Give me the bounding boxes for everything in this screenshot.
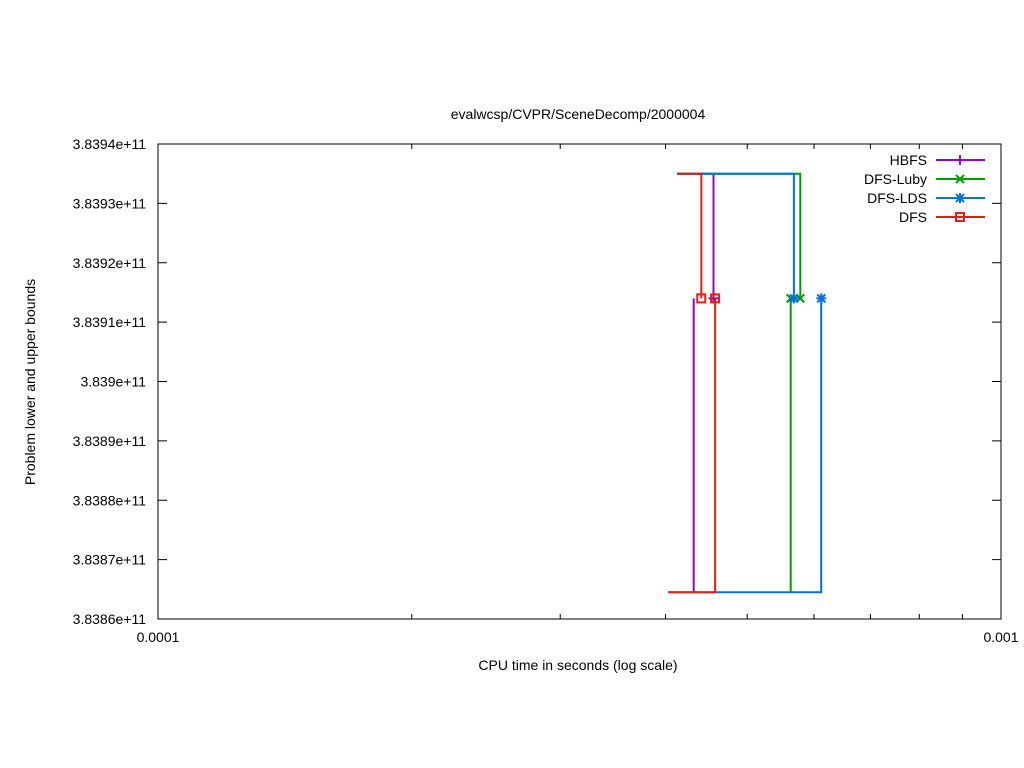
legend-marker <box>955 193 965 203</box>
legend-label: DFS <box>899 209 927 225</box>
y-axis-label: Problem lower and upper bounds <box>22 279 38 485</box>
plot-series-layer <box>668 172 827 594</box>
legend-marker <box>955 174 965 184</box>
series-dfs-lds-marker <box>788 293 799 304</box>
legend-marker <box>955 212 965 222</box>
series-dfs-lds-lower-bound-line <box>668 298 823 594</box>
y-tick-label: 3.8389e+11 <box>73 433 147 449</box>
y-tick-label: 3.8391e+11 <box>73 314 147 330</box>
y-axis: 3.8386e+11 3.8387e+11 3.8388e+11 3.8389e+11… <box>73 136 1001 627</box>
y-tick-label: 3.8393e+11 <box>73 195 147 211</box>
y-tick-label: 3.8388e+11 <box>73 492 147 508</box>
series-dfs-lds-upper-bound-line <box>677 172 795 299</box>
x-tick-label: 0.0001 <box>137 629 180 645</box>
x-axis-label: CPU time in seconds (log scale) <box>478 657 677 673</box>
legend-label: DFS-LDS <box>867 190 927 206</box>
series-dfs-lower-bound-line <box>668 298 717 594</box>
y-tick-label: 3.839e+11 <box>80 374 146 390</box>
legend-label: DFS-Luby <box>864 171 927 187</box>
series-dfs <box>668 172 721 594</box>
x-tick-label: 0.001 <box>983 629 1018 645</box>
series-dfs-marker <box>710 293 721 304</box>
legend-item-hbfs: HBFS <box>890 152 985 168</box>
series-dfs-upper-bound-line <box>677 172 703 299</box>
legend-label: HBFS <box>890 152 927 168</box>
y-tick-label: 3.8387e+11 <box>73 552 147 568</box>
chart-title: evalwcsp/CVPR/SceneDecomp/2000004 <box>451 106 706 122</box>
series-dfs-lds <box>668 172 827 594</box>
x-axis: 0.0001 0.001 <box>137 144 1019 645</box>
y-tick-label: 3.8392e+11 <box>73 255 147 271</box>
legend-item-dfs-luby: DFS-Luby <box>864 171 985 187</box>
legend-item-dfs-lds: DFS-LDS <box>867 190 985 206</box>
y-tick-label: 3.8394e+11 <box>73 136 147 152</box>
legend: HBFS DFS-Luby DFS-LDS DFS <box>864 152 985 225</box>
y-tick-label: 3.8386e+11 <box>73 611 147 627</box>
legend-marker <box>955 155 965 165</box>
series-dfs-marker <box>696 293 707 304</box>
legend-item-dfs: DFS <box>899 209 985 225</box>
series-dfs-lds-marker <box>816 293 827 304</box>
